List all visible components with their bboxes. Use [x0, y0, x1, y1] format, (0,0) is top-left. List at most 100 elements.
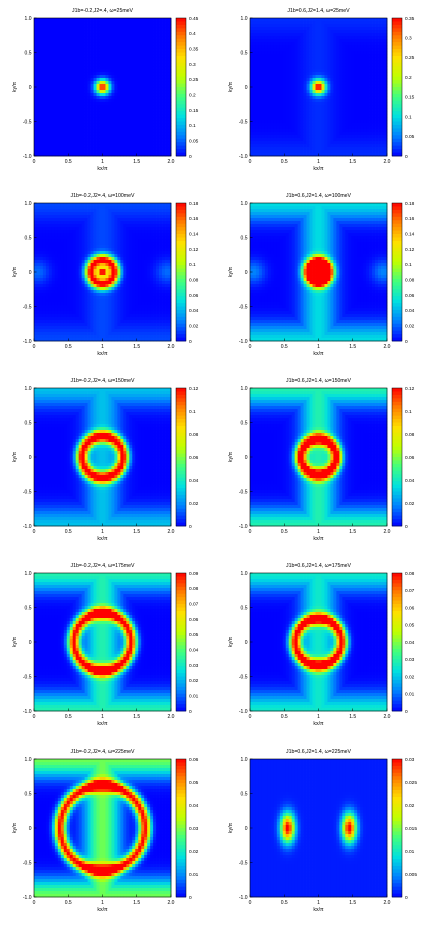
heatmap-cell [46, 251, 49, 254]
heatmap-cell [259, 84, 262, 87]
heatmap-cell [324, 48, 327, 51]
heatmap-cell [111, 111, 114, 114]
heatmap-cell [141, 75, 144, 78]
heatmap-cell [165, 24, 168, 27]
heatmap-cell [345, 33, 348, 36]
heatmap-cell [363, 45, 366, 48]
heatmap-cell [97, 123, 100, 126]
heatmap-cell [46, 66, 49, 69]
heatmap-cell [94, 108, 97, 111]
heatmap-cell [43, 302, 46, 305]
heatmap-cell [372, 51, 375, 54]
heatmap-cell [91, 132, 94, 135]
heatmap-cell [156, 96, 159, 99]
heatmap-cell [162, 99, 165, 102]
heatmap-cell [277, 147, 280, 150]
heatmap-cell [366, 123, 369, 126]
heatmap-cell [271, 27, 274, 30]
heatmap-cell [76, 141, 79, 144]
heatmap-cell [67, 90, 70, 93]
heatmap-cell [313, 78, 316, 81]
heatmap-cell [378, 87, 381, 90]
heatmap-cell [34, 221, 37, 224]
heatmap-cell [354, 111, 357, 114]
heatmap-cell [253, 99, 256, 102]
heatmap-cell [61, 111, 64, 114]
heatmap-cell [313, 138, 316, 141]
heatmap-cell [49, 123, 52, 126]
heatmap-cell [135, 75, 138, 78]
heatmap-cell [283, 72, 286, 75]
heatmap-cell [37, 36, 40, 39]
heatmap-cell [369, 123, 372, 126]
heatmap-cell [108, 57, 111, 60]
heatmap-cell [336, 147, 339, 150]
heatmap-cell [144, 129, 147, 132]
heatmap-cell [46, 108, 49, 111]
colorbar-segment [176, 87, 186, 91]
heatmap-cell [52, 144, 55, 147]
heatmap-cell [159, 117, 162, 120]
heatmap-cell [262, 36, 265, 39]
heatmap-cell [61, 218, 64, 221]
heatmap-cell [271, 75, 274, 78]
heatmap-cell [369, 21, 372, 24]
heatmap-cell [37, 123, 40, 126]
heatmap-cell [114, 21, 117, 24]
heatmap-cell [316, 120, 319, 123]
heatmap-cell [298, 54, 301, 57]
heatmap-cell [319, 18, 322, 21]
heatmap-cell [301, 150, 304, 153]
heatmap-cell [301, 45, 304, 48]
heatmap-cell [363, 126, 366, 129]
heatmap-cell [150, 81, 153, 84]
heatmap-cell [150, 69, 153, 72]
heatmap-cell [165, 150, 168, 153]
heatmap-cell [34, 281, 37, 284]
heatmap-cell [94, 72, 97, 75]
heatmap-cell [268, 69, 271, 72]
heatmap-cell [351, 18, 354, 21]
heatmap-cell [73, 81, 76, 84]
heatmap-cell [301, 144, 304, 147]
heatmap-cell [250, 138, 253, 141]
heatmap-cell [363, 108, 366, 111]
heatmap-cell [330, 54, 333, 57]
heatmap-cell [253, 93, 256, 96]
heatmap-cell [250, 93, 253, 96]
heatmap-cell [268, 150, 271, 153]
heatmap-cell [64, 302, 67, 305]
heatmap-cell [67, 138, 70, 141]
heatmap-cell [289, 75, 292, 78]
heatmap-cell [372, 48, 375, 51]
heatmap-cell [274, 63, 277, 66]
heatmap-cell [369, 87, 372, 90]
heatmap-cell [301, 69, 304, 72]
heatmap-cell [366, 108, 369, 111]
heatmap-cell [274, 75, 277, 78]
heatmap-cell [88, 117, 91, 120]
heatmap-cell [114, 45, 117, 48]
heatmap-cell [79, 27, 82, 30]
heatmap-cell [46, 90, 49, 93]
heatmap-cell [40, 305, 43, 308]
heatmap-cell [55, 326, 58, 329]
heatmap-cell [298, 21, 301, 24]
heatmap-cell [274, 114, 277, 117]
heatmap-cell [88, 114, 91, 117]
heatmap-cell [55, 308, 58, 311]
heatmap-cell [295, 21, 298, 24]
heatmap-cell [366, 132, 369, 135]
heatmap-cell [330, 57, 333, 60]
heatmap-cell [144, 75, 147, 78]
heatmap-cell [147, 63, 150, 66]
heatmap-cell [135, 147, 138, 150]
heatmap-cell [114, 69, 117, 72]
heatmap-cell [280, 57, 283, 60]
heatmap-cell [372, 99, 375, 102]
heatmap-cell [103, 24, 106, 27]
heatmap-cell [108, 126, 111, 129]
heatmap-cell [351, 27, 354, 30]
heatmap-cell [304, 111, 307, 114]
heatmap-cell [100, 102, 103, 105]
